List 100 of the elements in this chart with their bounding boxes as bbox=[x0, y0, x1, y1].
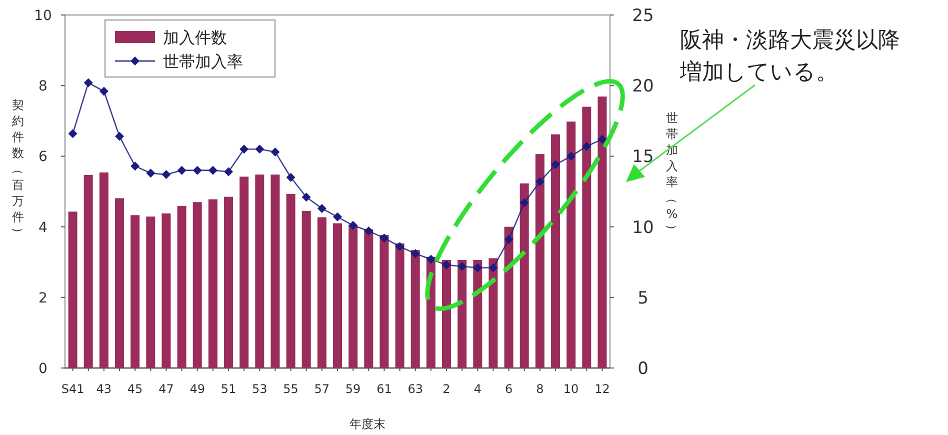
bar bbox=[551, 134, 560, 368]
point bbox=[115, 132, 124, 141]
y-tick-label: 10 bbox=[34, 8, 52, 24]
bar bbox=[410, 250, 420, 368]
legend-label: 加入件数 bbox=[163, 28, 227, 47]
point bbox=[317, 204, 326, 213]
bar bbox=[302, 210, 311, 368]
bar bbox=[130, 215, 140, 368]
bar bbox=[333, 223, 342, 368]
x-tick-label: 47 bbox=[158, 382, 174, 396]
point bbox=[410, 249, 420, 258]
bar bbox=[84, 174, 93, 368]
x-tick-label: 53 bbox=[252, 382, 268, 396]
point bbox=[473, 263, 482, 272]
point bbox=[520, 198, 529, 208]
y-tick-label: 0 bbox=[38, 361, 48, 377]
point bbox=[426, 254, 436, 264]
point bbox=[224, 167, 233, 176]
bar bbox=[192, 202, 202, 368]
bar bbox=[115, 198, 124, 368]
x-tick-label: 55 bbox=[283, 382, 298, 396]
x-tick-label: 57 bbox=[314, 382, 330, 396]
x-tick-label: 43 bbox=[96, 382, 112, 396]
y2-tick-label: 25 bbox=[632, 6, 654, 26]
bar bbox=[177, 206, 186, 368]
point bbox=[458, 262, 467, 271]
bar bbox=[348, 225, 358, 368]
y-tick-label: 4 bbox=[38, 220, 48, 236]
y2-tick-label: 10 bbox=[632, 218, 654, 238]
bar bbox=[566, 122, 576, 368]
bar bbox=[364, 229, 374, 368]
point bbox=[146, 168, 156, 178]
text: 増加している。 bbox=[679, 60, 838, 85]
x-axis-title: 年度末 bbox=[350, 417, 386, 431]
point bbox=[99, 86, 108, 96]
y-tick-label: 6 bbox=[38, 149, 48, 166]
point bbox=[348, 220, 358, 230]
point bbox=[255, 144, 264, 154]
text: 阪神・淡路大震災以降 bbox=[680, 28, 900, 53]
x-tick-label: 49 bbox=[190, 382, 205, 396]
point bbox=[488, 263, 498, 272]
point bbox=[380, 234, 389, 243]
bar bbox=[582, 106, 592, 368]
bar bbox=[535, 154, 544, 368]
bar bbox=[270, 174, 280, 368]
legend-label: 世帯加入率 bbox=[163, 52, 243, 71]
point bbox=[162, 170, 171, 180]
x-tick-label: 6 bbox=[504, 382, 513, 396]
y2-tick-label: 15 bbox=[632, 147, 654, 168]
text: 契約件数（百万件） bbox=[11, 98, 25, 239]
point bbox=[442, 260, 451, 270]
point bbox=[68, 129, 78, 138]
point bbox=[535, 177, 544, 186]
bar bbox=[520, 183, 529, 368]
bar bbox=[488, 258, 498, 368]
bar bbox=[68, 212, 78, 368]
point bbox=[240, 144, 249, 154]
point bbox=[270, 147, 280, 156]
x-tick-label: 59 bbox=[345, 382, 361, 396]
point bbox=[130, 162, 140, 171]
y2-tick-label: 0 bbox=[638, 359, 648, 379]
point bbox=[395, 242, 404, 252]
point bbox=[504, 235, 514, 244]
bar bbox=[317, 217, 326, 368]
bar bbox=[473, 260, 482, 368]
bar bbox=[458, 260, 467, 368]
bar bbox=[208, 199, 218, 368]
point bbox=[364, 226, 374, 236]
bar bbox=[598, 96, 607, 368]
point bbox=[582, 142, 592, 151]
bar bbox=[380, 234, 389, 368]
y-tick-label: 2 bbox=[38, 290, 48, 306]
y2-tick-label: 5 bbox=[638, 288, 648, 308]
bar bbox=[442, 260, 451, 368]
bar bbox=[224, 196, 233, 368]
bar bbox=[395, 243, 404, 368]
x-tick-label: S41 bbox=[61, 382, 84, 396]
point bbox=[84, 78, 93, 88]
bar bbox=[146, 216, 156, 368]
bar bbox=[255, 174, 264, 368]
x-tick-label: 61 bbox=[376, 382, 392, 396]
bar bbox=[240, 176, 249, 368]
x-tick-label: 63 bbox=[408, 382, 423, 396]
y2-tick-label: 20 bbox=[632, 76, 654, 97]
point bbox=[302, 192, 311, 202]
point bbox=[177, 166, 186, 175]
bar bbox=[504, 226, 514, 368]
bar bbox=[162, 213, 171, 368]
x-tick-label: 8 bbox=[536, 382, 544, 396]
point bbox=[286, 172, 296, 182]
x-tick-label: 45 bbox=[127, 382, 143, 396]
x-tick-label: 12 bbox=[594, 382, 610, 396]
y-tick-label: 8 bbox=[38, 78, 48, 95]
point bbox=[333, 212, 342, 222]
point bbox=[551, 160, 560, 170]
point bbox=[566, 152, 576, 161]
bar bbox=[286, 194, 296, 368]
x-tick-label: 4 bbox=[474, 382, 482, 396]
point bbox=[208, 166, 218, 175]
x-tick-label: 2 bbox=[442, 382, 450, 396]
